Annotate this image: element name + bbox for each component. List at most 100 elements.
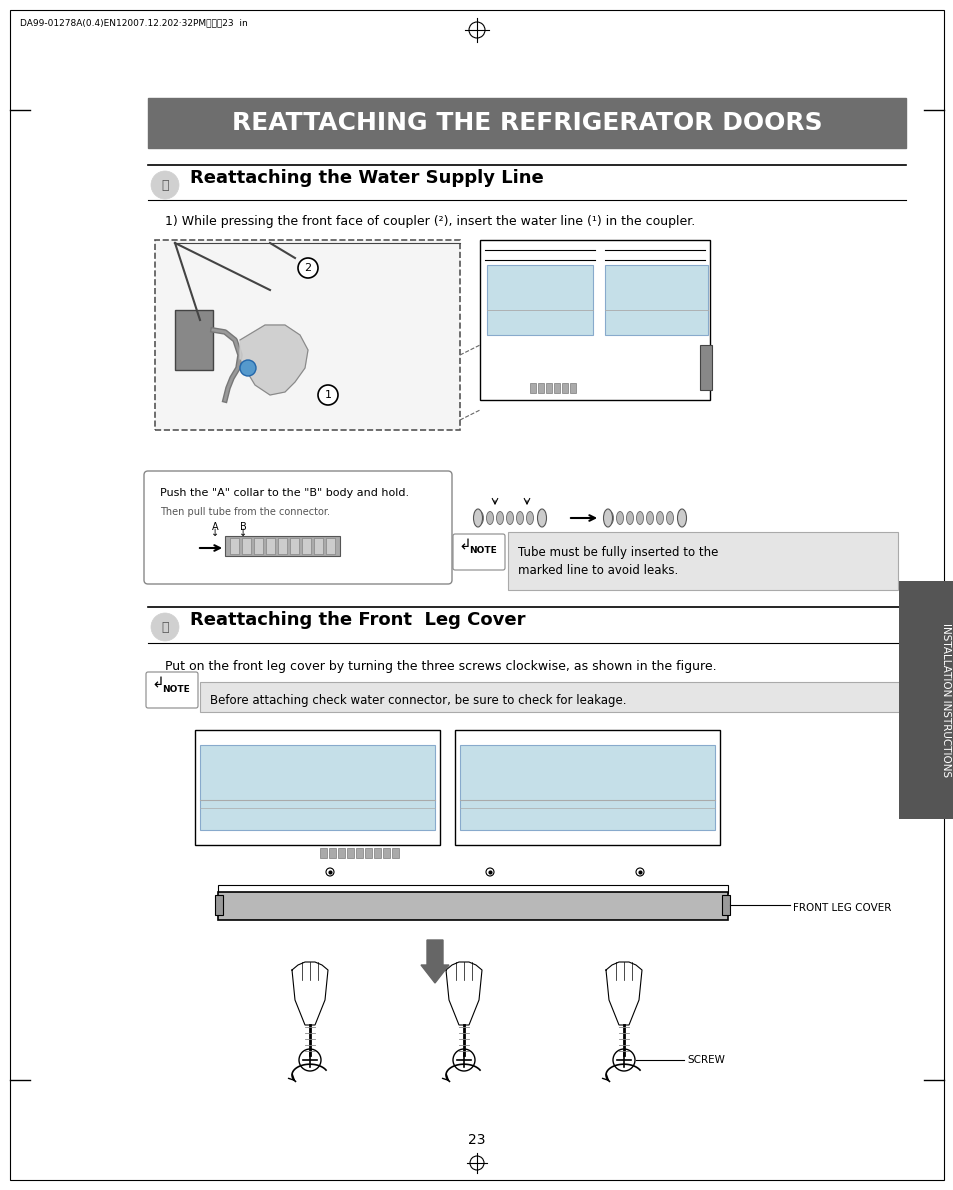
FancyBboxPatch shape bbox=[453, 534, 504, 570]
Circle shape bbox=[151, 613, 179, 641]
Ellipse shape bbox=[496, 512, 503, 525]
Circle shape bbox=[613, 1050, 635, 1071]
Text: A: A bbox=[212, 522, 218, 532]
Bar bbox=[253, 538, 263, 555]
Bar bbox=[530, 383, 536, 393]
Text: Reattaching the Front  Leg Cover: Reattaching the Front Leg Cover bbox=[190, 610, 525, 630]
Bar bbox=[277, 538, 287, 555]
Bar bbox=[604, 265, 707, 336]
Ellipse shape bbox=[616, 512, 623, 525]
Bar bbox=[337, 848, 345, 858]
Bar bbox=[200, 682, 902, 712]
Text: FRONT LEG COVER: FRONT LEG COVER bbox=[792, 903, 890, 913]
Polygon shape bbox=[292, 962, 328, 1025]
Bar bbox=[266, 538, 274, 555]
Bar bbox=[329, 848, 335, 858]
Circle shape bbox=[485, 868, 494, 876]
Ellipse shape bbox=[526, 512, 533, 525]
Text: Put on the front leg cover by turning the three screws clockwise, as shown in th: Put on the front leg cover by turning th… bbox=[165, 660, 716, 674]
Ellipse shape bbox=[666, 512, 673, 525]
Text: DA99-01278A(0.4)EN12007.12.202·32PM페이직23  in: DA99-01278A(0.4)EN12007.12.202·32PM페이직23… bbox=[20, 18, 248, 27]
Text: Reattaching the Water Supply Line: Reattaching the Water Supply Line bbox=[190, 169, 543, 187]
Bar bbox=[174, 311, 213, 370]
Bar bbox=[374, 848, 380, 858]
Text: ↲: ↲ bbox=[457, 537, 470, 552]
Bar bbox=[459, 745, 714, 829]
Ellipse shape bbox=[486, 512, 493, 525]
Ellipse shape bbox=[537, 509, 546, 527]
Bar bbox=[302, 538, 311, 555]
Text: Push the "A" collar to the "B" body and hold.: Push the "A" collar to the "B" body and … bbox=[160, 488, 409, 497]
Text: NOTE: NOTE bbox=[469, 546, 497, 555]
Bar bbox=[326, 538, 335, 555]
Circle shape bbox=[453, 1050, 475, 1071]
Text: NOTE: NOTE bbox=[162, 685, 190, 694]
Text: ↓: ↓ bbox=[238, 528, 247, 538]
Ellipse shape bbox=[506, 512, 513, 525]
Bar bbox=[242, 538, 251, 555]
Bar bbox=[554, 383, 559, 393]
Bar bbox=[479, 240, 709, 400]
Text: Then pull tube from the connector.: Then pull tube from the connector. bbox=[160, 507, 330, 516]
Ellipse shape bbox=[646, 512, 653, 525]
Ellipse shape bbox=[476, 512, 483, 525]
Polygon shape bbox=[605, 962, 641, 1025]
Circle shape bbox=[240, 361, 255, 376]
FancyBboxPatch shape bbox=[154, 240, 459, 430]
Bar bbox=[392, 848, 398, 858]
Ellipse shape bbox=[636, 512, 643, 525]
Bar bbox=[486, 265, 593, 336]
Text: INSTALLATION INSTRUCTIONS: INSTALLATION INSTRUCTIONS bbox=[940, 622, 950, 777]
Bar bbox=[507, 532, 897, 590]
Text: 23: 23 bbox=[468, 1133, 485, 1147]
Bar bbox=[200, 745, 435, 829]
Ellipse shape bbox=[656, 512, 662, 525]
FancyBboxPatch shape bbox=[144, 471, 452, 584]
Circle shape bbox=[317, 386, 337, 405]
Bar bbox=[230, 538, 239, 555]
Bar bbox=[218, 885, 727, 892]
Text: ↲: ↲ bbox=[151, 675, 164, 690]
Text: 1) While pressing the front face of coupler (²), insert the water line (¹) in th: 1) While pressing the front face of coup… bbox=[165, 215, 695, 228]
Text: ↓: ↓ bbox=[211, 528, 219, 538]
Bar bbox=[569, 383, 576, 393]
Bar bbox=[194, 729, 439, 845]
Text: Before attaching check water connector, be sure to check for leakage.: Before attaching check water connector, … bbox=[210, 694, 626, 707]
Bar bbox=[214, 895, 223, 915]
Bar bbox=[319, 848, 327, 858]
Text: Tube must be fully inserted to the
marked line to avoid leaks.: Tube must be fully inserted to the marke… bbox=[517, 546, 718, 577]
Bar bbox=[148, 98, 905, 148]
Text: B: B bbox=[239, 522, 246, 532]
Ellipse shape bbox=[603, 509, 612, 527]
Circle shape bbox=[151, 171, 179, 199]
Circle shape bbox=[298, 1050, 320, 1071]
Bar bbox=[365, 848, 372, 858]
Text: ⚿: ⚿ bbox=[161, 178, 169, 192]
Ellipse shape bbox=[516, 512, 523, 525]
Text: SCREW: SCREW bbox=[686, 1056, 724, 1065]
Bar bbox=[218, 892, 727, 920]
FancyBboxPatch shape bbox=[146, 672, 198, 708]
Bar bbox=[355, 848, 363, 858]
Text: ⚿: ⚿ bbox=[161, 620, 169, 633]
Polygon shape bbox=[240, 325, 308, 395]
Bar bbox=[545, 383, 552, 393]
Bar bbox=[314, 538, 323, 555]
Ellipse shape bbox=[606, 512, 613, 525]
Text: 2: 2 bbox=[304, 263, 312, 273]
Text: REATTACHING THE REFRIGERATOR DOORS: REATTACHING THE REFRIGERATOR DOORS bbox=[232, 111, 821, 134]
Bar bbox=[537, 383, 543, 393]
Bar bbox=[700, 345, 711, 390]
Bar bbox=[225, 536, 339, 556]
Ellipse shape bbox=[626, 512, 633, 525]
Bar bbox=[561, 383, 567, 393]
Bar bbox=[347, 848, 354, 858]
Bar bbox=[290, 538, 298, 555]
Text: 1: 1 bbox=[324, 390, 331, 400]
Circle shape bbox=[297, 258, 317, 278]
Ellipse shape bbox=[677, 509, 686, 527]
Ellipse shape bbox=[473, 509, 482, 527]
Bar bbox=[382, 848, 390, 858]
Bar bbox=[455, 729, 720, 845]
FancyArrow shape bbox=[420, 940, 449, 983]
